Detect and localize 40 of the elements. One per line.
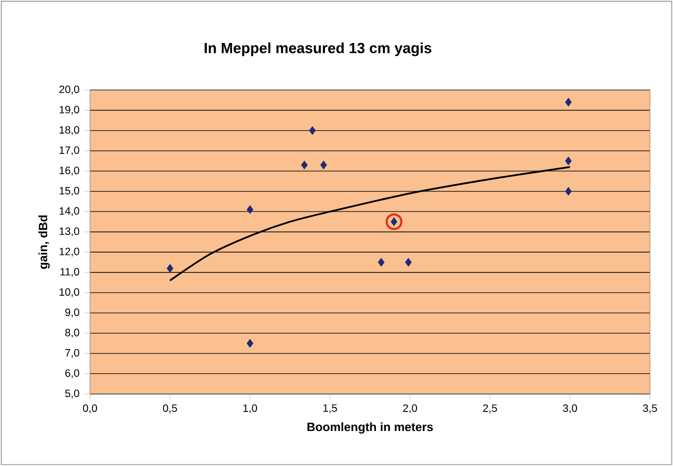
chart-title: In Meppel measured 13 cm yagis	[204, 42, 432, 56]
y-tick-label: 13,0	[60, 227, 80, 236]
point	[246, 339, 254, 348]
point	[166, 264, 174, 273]
y-tick-label: 20,0	[59, 86, 80, 94]
point	[405, 258, 412, 267]
y-tick-label: 15,0	[60, 186, 80, 196]
y-tick-label: 8,0	[65, 328, 80, 338]
point	[246, 205, 254, 214]
y-tick-label: 12,0	[60, 248, 80, 257]
y-tick-label: 18,0	[60, 126, 80, 135]
x-tick-label: 2,5	[483, 404, 497, 414]
point	[565, 187, 572, 196]
point	[320, 160, 327, 170]
line-series	[169, 166, 571, 282]
point	[565, 98, 572, 106]
y-tick-label: 19,0	[60, 106, 80, 115]
y-axis-title: gain, dBd	[38, 215, 50, 269]
x-tick-label: 3,5	[642, 404, 657, 414]
x-tick-label: 3,0	[562, 404, 578, 414]
y-tick-label: 16,0	[60, 166, 80, 176]
x-tick-label: 0,5	[163, 404, 177, 414]
y-tick-label: 5,0	[65, 390, 80, 398]
y-tick-label: 7,0	[65, 349, 80, 358]
point	[386, 213, 402, 230]
point	[565, 156, 572, 166]
x-axis-title: Boomlength in meters	[307, 422, 433, 434]
x-tick-label: 1,5	[323, 404, 337, 414]
x-tick-label: 0,0	[83, 404, 98, 414]
point	[309, 126, 316, 135]
y-tick-label: 14,0	[60, 207, 80, 216]
y-tick-label: 10,0	[60, 288, 80, 298]
x-tick-label: 1,0	[243, 404, 258, 414]
x-tick-label: 2,0	[403, 404, 418, 414]
point	[378, 258, 384, 267]
y-tick-label: 11,0	[60, 268, 80, 277]
point	[301, 160, 308, 170]
y-tick-label: 9,0	[65, 308, 80, 318]
y-tick-label: 17,0	[60, 146, 80, 156]
y-tick-label: 6,0	[65, 369, 80, 378]
